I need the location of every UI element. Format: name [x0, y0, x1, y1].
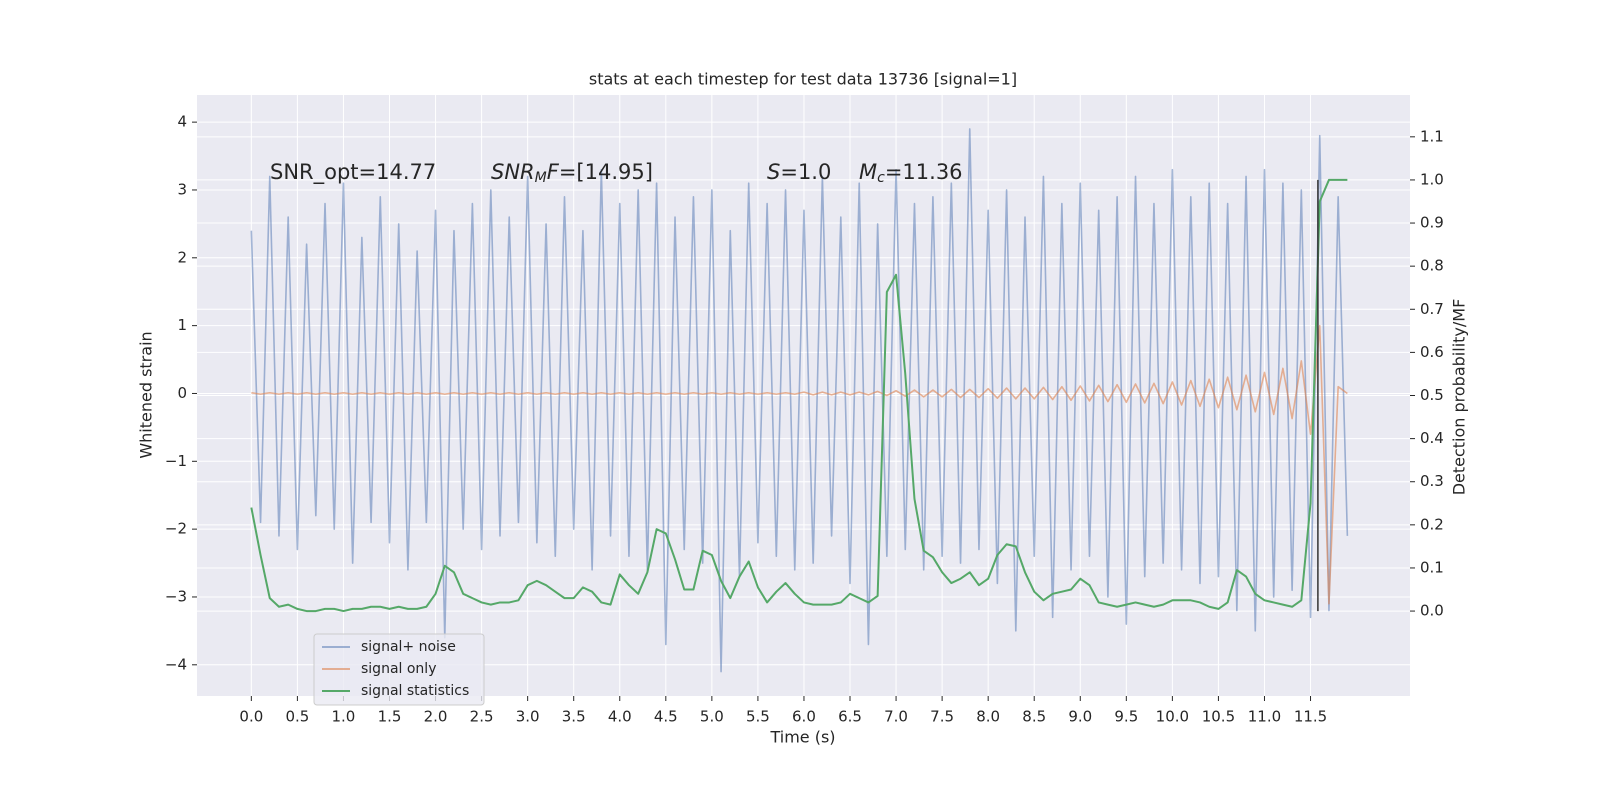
x-tick-label: 9.0: [1068, 708, 1092, 726]
y2-tick-label: 0.4: [1420, 429, 1444, 447]
legend-label: signal statistics: [361, 683, 469, 699]
annotation-part: S: [767, 160, 780, 184]
x-tick-label: 6.5: [838, 708, 862, 726]
series-line: [251, 324, 1348, 605]
y2-tick-label: 0.0: [1420, 602, 1444, 620]
annotation: SNRMF=[14.95]: [491, 160, 653, 186]
annotation: SNR_opt=14.77: [270, 160, 436, 185]
x-tick-label: 8.0: [976, 708, 1000, 726]
x-tick-label: 7.0: [884, 708, 908, 726]
y2-tick-label: 0.2: [1420, 515, 1444, 533]
y2-tick-label: 0.7: [1420, 300, 1444, 318]
labels: 0.0 0.5 1.0 1.5 2.0 2.5 3.0 3.5 4.0 4.5 5.0 5.5 6.0 6…: [165, 113, 1444, 726]
y-tick-label: −1: [165, 452, 187, 470]
y2-tick-label: 1.1: [1420, 127, 1444, 145]
y2-axis-title: Detection probability/MF: [1450, 299, 1469, 496]
y-tick-label: 4: [177, 113, 187, 131]
legend-box: [313, 633, 485, 706]
x-tick-label: 4.0: [608, 708, 632, 726]
x-tick-label: 11.5: [1294, 708, 1327, 726]
x-tick-label: 7.5: [930, 708, 954, 726]
y2-tick-label: 0.8: [1420, 257, 1444, 275]
x-tick-label: 10.5: [1202, 708, 1235, 726]
y2-tick-label: 0.3: [1420, 472, 1444, 490]
annotation-part: =1.0: [780, 160, 831, 184]
annotation-part: M: [535, 170, 547, 186]
x-tick-label: 9.5: [1114, 708, 1138, 726]
series-line: [250, 178, 1348, 613]
y-tick-label: 1: [177, 316, 187, 334]
annotation: Mc=11.36: [859, 160, 963, 186]
x-tick-label: 6.0: [792, 708, 816, 726]
y-tick-label: 0: [177, 384, 187, 402]
x-tick-label: 0.5: [285, 708, 309, 726]
x-tick-label: 5.0: [700, 708, 724, 726]
marks: [250, 128, 1349, 673]
y2-tick-label: 0.5: [1420, 386, 1444, 404]
annotation-part: =[14.95]: [559, 160, 653, 184]
y-tick-label: 2: [177, 248, 187, 266]
annotation-part: M: [859, 160, 877, 184]
x-tick-label: 0.0: [239, 708, 263, 726]
y2-tick-label: 0.6: [1420, 343, 1444, 361]
y2-tick-label: 0.9: [1420, 214, 1444, 232]
x-tick-label: 1.5: [378, 708, 402, 726]
x-tick-label: 11.0: [1248, 708, 1281, 726]
x-tick-label: 8.5: [1022, 708, 1046, 726]
annotation-part: F: [547, 160, 560, 184]
x-tick-label: 1.0: [332, 708, 356, 726]
y-tick-label: −3: [165, 587, 187, 605]
annotation-part: SNR_opt=14.77: [270, 160, 436, 185]
x-tick-label: 3.5: [562, 708, 586, 726]
chart-title: stats at each timestep for test data 137…: [589, 70, 1017, 89]
y-axis-title: Whitened strain: [137, 331, 156, 458]
annotation-part: c: [877, 170, 885, 186]
x-tick-label: 4.5: [654, 708, 678, 726]
y2-tick-label: 0.1: [1420, 558, 1444, 576]
y-tick-label: −2: [165, 520, 187, 538]
y-tick-label: 3: [177, 180, 187, 198]
legend-label: signal only: [361, 661, 436, 677]
annotation-part: SNR: [491, 160, 535, 184]
x-tick-label: 2.5: [470, 708, 494, 726]
x-tick-label: 10.0: [1156, 708, 1189, 726]
series-line: [250, 128, 1349, 673]
y2-tick-label: 1.0: [1420, 170, 1444, 188]
x-tick-label: 2.0: [424, 708, 448, 726]
annotation-part: =11.36: [885, 160, 963, 184]
x-tick-label: 5.5: [746, 708, 770, 726]
annotation: S=1.0: [767, 160, 831, 184]
legend-label: signal+ noise: [361, 639, 456, 655]
y-tick-label: −4: [165, 655, 187, 673]
x-axis-title: Time (s): [769, 728, 835, 747]
x-tick-label: 3.0: [516, 708, 540, 726]
